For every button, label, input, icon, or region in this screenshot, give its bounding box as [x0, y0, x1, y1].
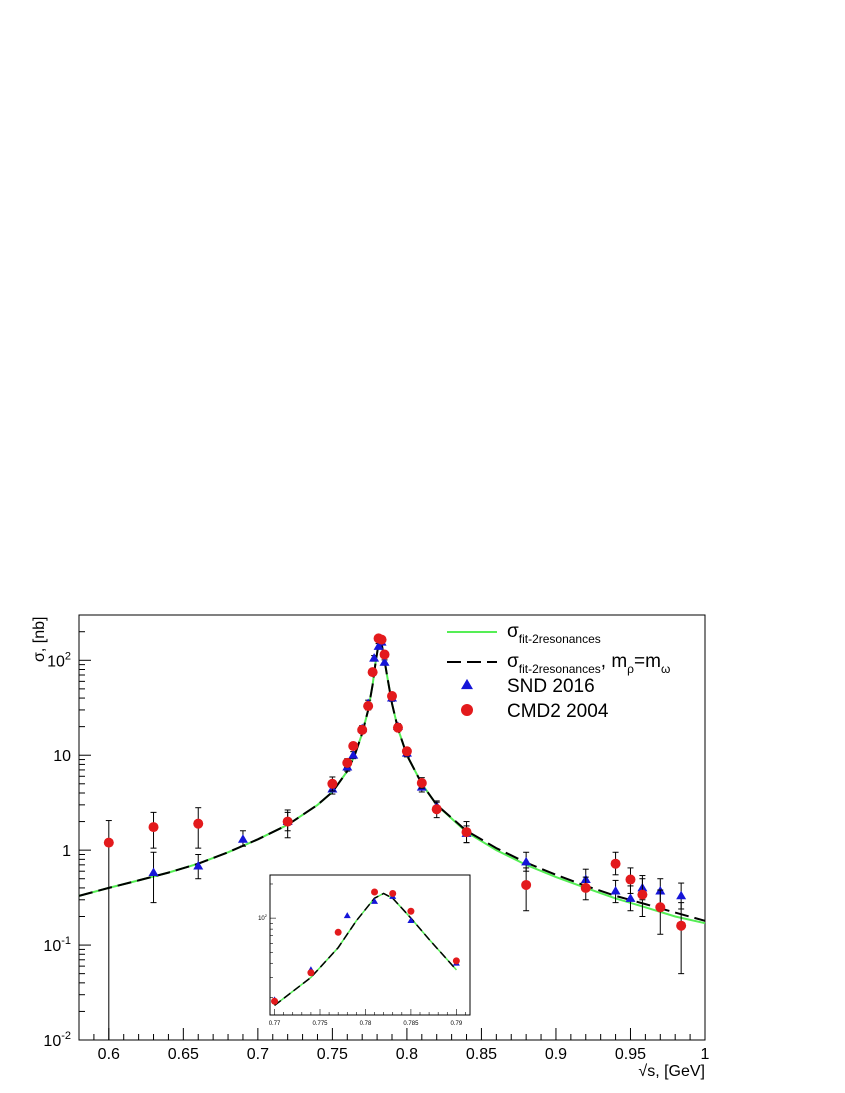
inset-snd-point	[371, 897, 379, 904]
cmd2-point	[580, 882, 591, 893]
inset-cmd2-point	[307, 969, 315, 977]
cmd2-point	[610, 858, 621, 869]
inset-fit-curves	[274, 892, 457, 1006]
cmd2-point	[431, 804, 442, 815]
legend-entry: σfit-2resonances, mρ=mω	[507, 651, 670, 676]
main-plot: 0.6 0.65 0.7 0.75 0.8 0.85 0.9 0.95 1 10-210-111…	[43, 614, 710, 1063]
inset-snd-point	[343, 912, 351, 919]
x-tick-label: 0.8	[396, 1046, 418, 1063]
snd-point	[348, 750, 359, 759]
cmd2-point	[327, 778, 338, 789]
cmd2-point	[461, 827, 472, 838]
legend-marker	[461, 678, 473, 690]
cmd2-point	[348, 741, 359, 752]
y-axis-label: σ, [nb]	[31, 617, 48, 662]
snd-point	[379, 657, 390, 666]
cmd2-point	[376, 634, 387, 645]
x-tick-label: 0.85	[466, 1046, 497, 1063]
inset-x-tick-label: 0.79	[451, 1021, 463, 1027]
legend-entry: CMD2 2004	[507, 701, 609, 722]
x-tick-label: 0.65	[168, 1046, 199, 1063]
y-axis-ticks: 10-2 10-1 1 10 102	[43, 614, 91, 1050]
cmd2-point	[148, 822, 159, 833]
inset-x-tick-label: 0.785	[403, 1021, 419, 1027]
snd-point	[237, 834, 248, 843]
cmd2-point	[625, 874, 636, 885]
cmd2-point	[379, 649, 390, 660]
cmd2-point	[676, 920, 687, 931]
x-axis-ticks: 0.6 0.65 0.7 0.75 0.8 0.85 0.9 0.95 1	[78, 1028, 710, 1063]
inset-x-tick-label: 0.77	[269, 1021, 281, 1027]
inset-snd-point	[407, 917, 415, 924]
legend-entry: σfit-2resonances	[507, 621, 601, 646]
x-axis-label: √s, [GeV]	[638, 1063, 705, 1080]
legend-marker	[461, 704, 473, 716]
x-tick-label: 0.75	[317, 1046, 348, 1063]
inset-cmd2-point	[452, 957, 460, 965]
inset-cmd2-point	[389, 889, 397, 897]
inset-fit-curve-equal-mass	[274, 892, 457, 1006]
data-points	[103, 633, 687, 1040]
snd-point	[625, 893, 636, 902]
snd-point	[148, 867, 159, 877]
snd-point	[676, 890, 687, 900]
cmd2-point	[193, 818, 204, 829]
x-tick-label: 0.95	[615, 1046, 646, 1063]
cmd2-point	[637, 889, 648, 900]
inset-axis-ticks: 0.77 0.775 0.78 0.785 0.79 102	[258, 883, 466, 1027]
inset-cmd2-point	[371, 888, 379, 896]
inset-data-points	[271, 888, 460, 1005]
inset-frame	[269, 874, 471, 1016]
y-tick-label: 10-1	[43, 935, 71, 955]
cmd2-point	[282, 816, 293, 827]
x-tick-label: 0.9	[545, 1046, 567, 1063]
cmd2-point	[387, 691, 397, 702]
y-tick-label: 102	[47, 650, 71, 670]
y-tick-label: 1	[62, 843, 71, 860]
fit-curve-equal-mass	[78, 636, 706, 922]
snd-point	[369, 653, 380, 662]
legend-entry: SND 2016	[507, 676, 595, 697]
inset-x-tick-label: 0.78	[360, 1021, 372, 1027]
inset-x-tick-label: 0.775	[312, 1021, 328, 1027]
inset-cmd2-point	[271, 997, 279, 1005]
snd-point	[193, 860, 204, 870]
inset-cmd2-point	[334, 928, 342, 936]
cmd2-point	[416, 777, 427, 788]
cmd2-point	[521, 879, 532, 890]
cmd2-point	[357, 724, 368, 735]
x-tick-label: 1	[701, 1046, 710, 1063]
cmd2-point	[363, 700, 374, 711]
y-tick-label: 10	[53, 748, 71, 765]
cmd2-point	[655, 902, 666, 913]
cmd2-point	[392, 722, 403, 733]
cmd2-point	[367, 667, 378, 678]
snd-point	[521, 856, 532, 866]
y-tick-label: 10-2	[43, 1030, 71, 1050]
inset-cmd2-point	[407, 907, 415, 915]
x-tick-label: 0.7	[247, 1046, 269, 1063]
inset-y-tick-label: 102	[258, 913, 268, 922]
cmd2-point	[103, 837, 114, 848]
legend: σfit-2resonances σfit-2resonances, mρ=mωS…	[447, 621, 670, 722]
cmd2-point	[342, 757, 353, 768]
x-tick-label: 0.6	[98, 1046, 120, 1063]
cmd2-point	[401, 746, 412, 757]
snd-point	[610, 886, 621, 895]
inset-plot: 0.77 0.775 0.78 0.785 0.79 102	[258, 874, 471, 1027]
